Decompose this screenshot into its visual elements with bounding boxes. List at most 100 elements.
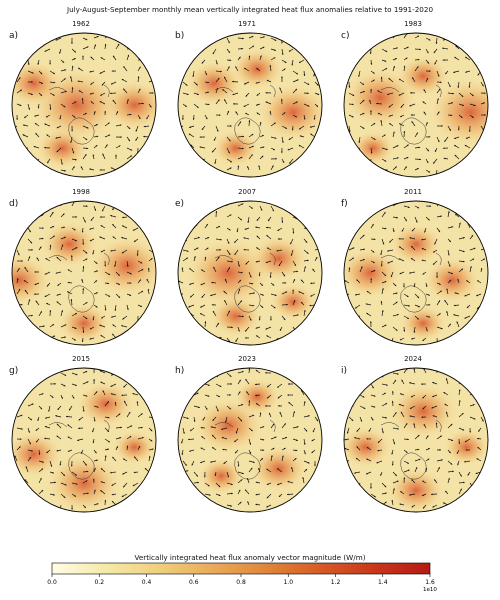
flux-arrow xyxy=(148,59,153,66)
flux-arrow-head xyxy=(480,332,483,334)
panel-letter-label: a) xyxy=(9,31,19,41)
flux-arrow xyxy=(359,493,364,498)
flux-arrow-head xyxy=(284,282,287,284)
flux-arrow-head xyxy=(111,316,113,318)
flux-arrow-head xyxy=(466,45,468,48)
flux-arrow-head xyxy=(207,103,210,106)
flux-arrow-head xyxy=(475,323,478,326)
flux-arrow-head xyxy=(112,456,115,459)
panel-year-title: 1983 xyxy=(404,20,422,28)
flux-arrow-head xyxy=(256,335,258,338)
flux-arrow-head xyxy=(419,48,421,51)
flux-arrow-head xyxy=(71,87,74,89)
flux-arrow-head xyxy=(307,415,310,417)
flux-arrow-head xyxy=(399,123,401,125)
flux-arrow-head xyxy=(183,499,185,502)
flux-arrow-head xyxy=(411,337,413,340)
flux-arrow-head xyxy=(313,211,316,213)
flux-arrow-head xyxy=(37,62,40,65)
flux-arrow-head xyxy=(262,134,264,137)
flux-arrow xyxy=(27,202,34,207)
flux-arrow-head xyxy=(281,151,283,154)
flux-arrow-head xyxy=(56,449,59,452)
flux-arrow-head xyxy=(354,437,356,439)
flux-arrow-head xyxy=(130,425,133,428)
flux-arrow-head xyxy=(316,321,318,324)
flux-arrow-head xyxy=(238,288,241,291)
flux-arrow-head xyxy=(104,110,107,113)
flux-arrow-head xyxy=(46,451,49,454)
flux-arrow-head xyxy=(366,291,369,293)
flux-arrow-head xyxy=(375,504,377,507)
flux-arrow-head xyxy=(279,329,282,331)
flux-arrow-head xyxy=(417,448,420,451)
flux-arrow-head xyxy=(73,115,76,118)
flux-arrow-head xyxy=(239,379,241,382)
flux-arrow-head xyxy=(344,45,346,48)
flux-arrow-head xyxy=(189,283,192,285)
flux-arrow-head xyxy=(101,316,103,319)
flux-arrow-head xyxy=(299,127,301,130)
flux-arrow-head xyxy=(23,50,26,52)
flux-arrow-head xyxy=(38,201,40,203)
flux-arrow xyxy=(344,324,350,328)
flux-arrow-head xyxy=(218,114,221,116)
flux-arrow-head xyxy=(249,318,252,321)
flux-arrow-head xyxy=(190,429,192,432)
flux-arrow xyxy=(212,37,217,42)
coastline xyxy=(214,252,276,313)
flux-arrow-head xyxy=(384,501,387,504)
flux-arrow xyxy=(212,203,217,207)
anomaly-shading xyxy=(423,257,481,304)
colorbar-exponent: 1e10 xyxy=(423,587,437,592)
flux-arrow-head xyxy=(405,423,408,426)
flux-arrow-head xyxy=(64,336,66,339)
flux-arrow-head xyxy=(230,383,233,385)
flux-arrow-head xyxy=(482,387,484,390)
flux-arrow xyxy=(188,157,195,160)
flux-arrow-head xyxy=(469,332,472,334)
flux-arrow-head xyxy=(306,259,309,262)
flux-arrow-head xyxy=(46,134,49,137)
flux-arrow-head xyxy=(353,503,355,506)
flux-arrow-head xyxy=(396,145,399,147)
flux-arrow-head xyxy=(267,396,269,399)
flux-arrow-head xyxy=(59,463,62,466)
flux-arrow-head xyxy=(396,157,399,159)
flux-arrow-head xyxy=(311,451,314,454)
flux-arrow-head xyxy=(139,159,142,162)
flux-arrow-head xyxy=(67,424,70,427)
flux-arrow xyxy=(303,337,309,342)
flux-arrow-head xyxy=(354,472,356,474)
flux-arrow-head xyxy=(141,426,143,429)
anomaly-shading xyxy=(212,129,259,167)
flux-arrow-head xyxy=(129,294,132,296)
flux-arrow-head xyxy=(100,94,103,96)
flux-arrow-head xyxy=(445,201,447,204)
flux-arrow-head xyxy=(267,385,269,388)
flux-arrow-head xyxy=(394,380,397,382)
flux-arrow-head xyxy=(255,370,258,372)
flux-arrow-head xyxy=(53,235,55,238)
flux-arrow-head xyxy=(217,323,219,325)
flux-arrow-head xyxy=(346,376,349,379)
flux-arrow-head xyxy=(481,419,484,422)
flux-arrow-head xyxy=(212,150,214,153)
flux-arrow-head xyxy=(462,250,465,253)
flux-arrow xyxy=(115,36,122,39)
flux-arrow-head xyxy=(116,111,119,113)
flux-arrow-head xyxy=(25,489,28,492)
flux-arrow-head xyxy=(376,461,379,464)
flux-arrow-head xyxy=(188,438,190,441)
flux-arrow-head xyxy=(54,481,56,484)
flux-arrow-head xyxy=(188,204,190,207)
flux-arrow-head xyxy=(385,403,388,405)
flux-arrow-head xyxy=(238,329,240,332)
flux-arrow-head xyxy=(252,145,254,148)
flux-arrow-head xyxy=(147,267,150,270)
flux-arrow xyxy=(475,323,482,328)
flux-arrow-head xyxy=(406,295,409,298)
flux-arrow-head xyxy=(382,288,384,290)
flux-arrow-head xyxy=(475,216,477,218)
flux-arrow-head xyxy=(94,451,97,454)
